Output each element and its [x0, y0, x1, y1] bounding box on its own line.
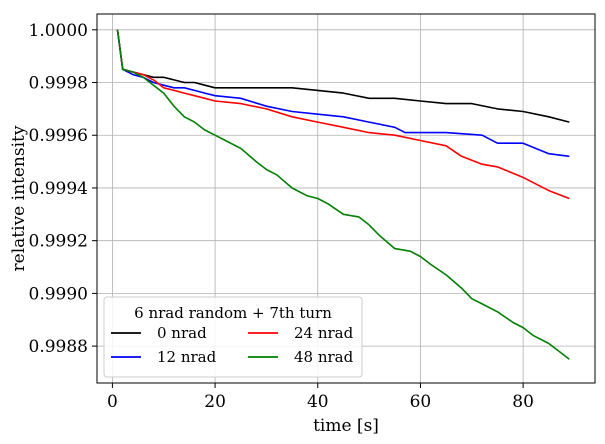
legend: 6 nrad random + 7th turn 0 nrad 12 nrad 24… — [103, 296, 363, 378]
x-tick-label: 40 — [307, 392, 329, 412]
legend-title: 6 nrad random + 7th turn — [134, 304, 332, 322]
series-line-12-nrad — [116, 29, 570, 158]
y-tick-label: 0.9994 — [29, 179, 88, 199]
x-tick-label: 0 — [107, 392, 118, 412]
series-line-0-nrad — [116, 29, 570, 123]
legend-entry-label: 0 nrad — [157, 324, 207, 342]
x-tick-label: 20 — [204, 392, 226, 412]
legend-entry-label: 12 nrad — [157, 348, 217, 366]
plot-frame — [96, 13, 596, 384]
y-tick-label: 0.9988 — [29, 337, 88, 357]
y-tick-label: 0.9990 — [29, 284, 88, 304]
legend-entry-label: 24 nrad — [294, 324, 354, 342]
series-line-24-nrad — [116, 29, 570, 200]
y-axis: 0.9988 0.9990 0.9992 0.9994 0.9996 0.9998 1.00… — [29, 21, 97, 357]
x-axis-title: time [s] — [313, 416, 379, 436]
y-tick-label: 1.0000 — [29, 21, 88, 41]
x-tick-label: 80 — [512, 392, 534, 412]
x-tick-label: 60 — [410, 392, 432, 412]
y-tick-label: 0.9996 — [29, 126, 88, 146]
y-tick-label: 0.9998 — [29, 74, 88, 94]
x-axis: 0 20 40 60 80 — [107, 383, 534, 412]
legend-box — [103, 296, 363, 378]
legend-entry-label: 48 nrad — [294, 348, 354, 366]
series-line-48-nrad — [116, 29, 570, 360]
series-lines — [116, 29, 570, 360]
y-tick-label: 0.9992 — [29, 232, 88, 252]
y-axis-title: relative intensity — [9, 125, 29, 271]
